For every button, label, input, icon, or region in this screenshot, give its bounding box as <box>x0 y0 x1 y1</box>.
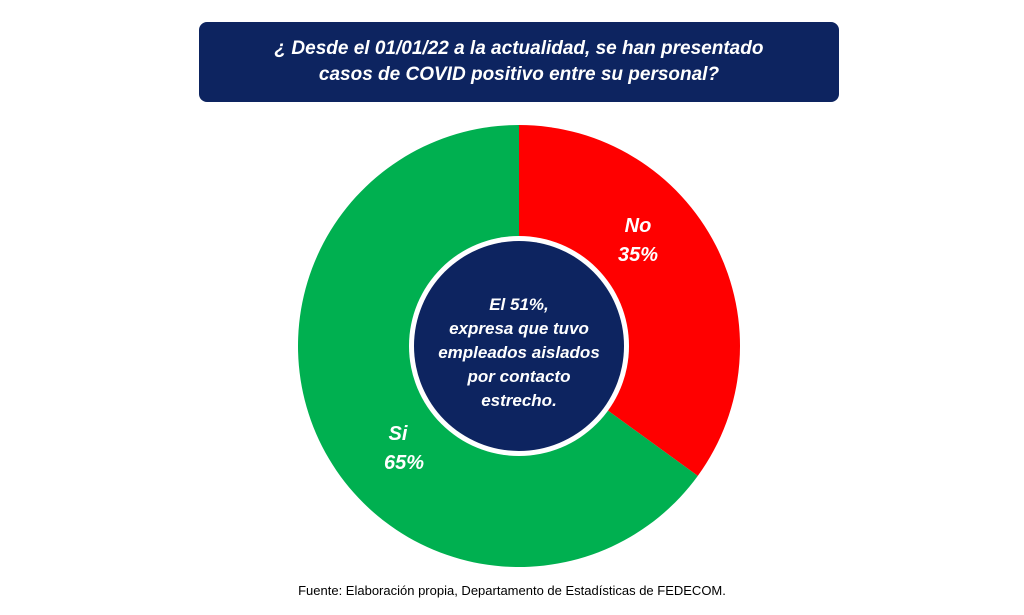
center-note-line-2: expresa que tuvo <box>449 319 589 338</box>
chart-title: ¿ Desde el 01/01/22 a la actualidad, se … <box>199 22 839 102</box>
center-note: El 51%, expresa que tuvo empleados aisla… <box>419 258 619 448</box>
slice-label-no-value: 35% <box>618 244 658 266</box>
center-note-line-3: empleados aislados <box>438 343 600 362</box>
slice-labels: No 35% Si 65% <box>384 215 658 474</box>
slice-label-si-value: 65% <box>384 452 424 474</box>
center-note-line-5: estrecho. <box>481 391 557 410</box>
source-note: Fuente: Elaboración propia, Departamento… <box>298 583 726 598</box>
slice-label-si-category: Si <box>389 423 408 445</box>
slice-label-no-category: No <box>625 215 652 237</box>
center-disc <box>414 241 624 451</box>
chart-title-line-2: casos de COVID positivo entre su persona… <box>318 64 720 85</box>
slice-no <box>519 125 740 476</box>
center-note-line-4: por contacto <box>467 367 571 386</box>
chart-title-line-1: ¿ Desde el 01/01/22 a la actualidad, se … <box>274 38 764 59</box>
center-note-line-1: El 51%, <box>489 295 549 314</box>
